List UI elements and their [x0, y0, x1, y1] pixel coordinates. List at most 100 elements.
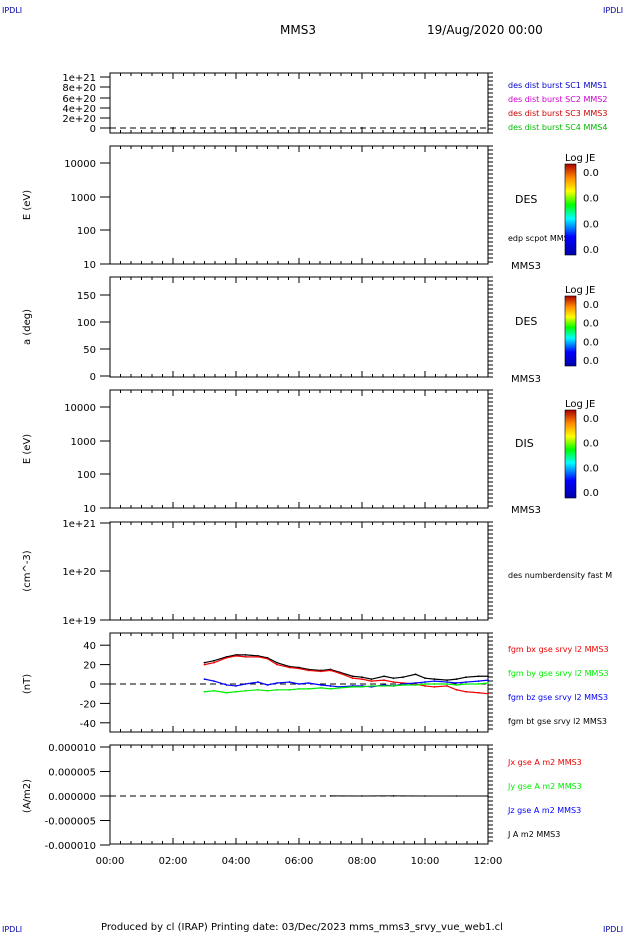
data-point: [351, 686, 354, 688]
data-point: [455, 684, 458, 686]
data-point: [276, 688, 278, 691]
p1-legend-entry: des dist burst SC1 MMS1: [508, 81, 607, 90]
panel-5: [109, 521, 493, 621]
p2-colorbar-tick: 0.0: [583, 194, 599, 205]
corner-mark-tl: IPDLI: [2, 6, 22, 15]
p4-tick-label: 100: [77, 470, 96, 481]
data-point: [320, 684, 322, 686]
data-point: [257, 681, 259, 683]
data-point: [477, 680, 480, 682]
p6-ylabel: (nT): [22, 674, 33, 694]
panel-7: [109, 744, 493, 845]
p7-legend-entry: Jx gse A m2 MMS3: [507, 758, 582, 767]
data-point: [455, 795, 458, 797]
data-point: [446, 679, 448, 682]
data-point: [266, 689, 269, 692]
data-point: [487, 795, 489, 797]
corner-mark-tr: IPDLI: [603, 6, 623, 15]
p3-side-label: DES: [515, 315, 537, 328]
data-point: [477, 675, 480, 678]
p2-annotation: edp scpot MMS3: [508, 234, 574, 243]
p6-legend-entry: fgm bz gse srvy l2 MMS3: [508, 693, 608, 702]
p6-tick-label: 20: [83, 661, 96, 672]
p4-colorbar-tick: 0.0: [583, 463, 599, 474]
data-point: [244, 683, 247, 685]
panel-6: [109, 632, 493, 733]
data-point: [433, 678, 436, 681]
p3-tick-label: 0: [90, 372, 96, 383]
footer-credits: Produced by cl (IRAP) Printing date: 03/…: [101, 922, 503, 933]
corner-mark-bl: IPDLI: [2, 925, 22, 934]
data-point: [424, 683, 426, 685]
p2-colorbar-title: Log JE: [565, 153, 595, 164]
p4-colorbar-tick: 0.0: [583, 414, 599, 425]
p2-tick-label: 1000: [71, 193, 96, 204]
data-point: [213, 680, 215, 682]
p7-ylabel: (A/m2): [22, 779, 33, 813]
p3-colorbar: [564, 295, 577, 367]
data-point: [329, 685, 332, 687]
p7-tick-label: 0.000010: [48, 743, 96, 754]
panel-frame: [109, 389, 489, 509]
p3-tick-label: 50: [83, 345, 96, 356]
p1-tick-label: 4e+20: [62, 104, 96, 115]
data-point: [213, 659, 215, 662]
data-point: [298, 687, 300, 690]
data-point: [288, 666, 291, 669]
data-point: [320, 686, 322, 689]
p1-legend-entry: des dist burst SC3 MMS3: [508, 109, 607, 118]
time-tick-label: 10:00: [411, 856, 440, 867]
data-point: [446, 683, 448, 685]
p4-tick-label: 1000: [71, 437, 96, 448]
data-point: [276, 661, 278, 664]
data-point: [383, 685, 385, 687]
data-point: [370, 678, 373, 681]
p6-tick-label: -20: [80, 699, 96, 710]
data-point: [329, 687, 332, 690]
p3-colorbar-tick: 0.0: [583, 319, 599, 330]
p3-colorbar-tick: 0.0: [583, 337, 599, 348]
p1-tick-label: 8e+20: [62, 83, 96, 94]
p7-tick-label: 0.000005: [48, 768, 96, 779]
data-point: [487, 675, 489, 678]
data-point: [487, 679, 489, 682]
p2-tick-label: 10000: [64, 159, 96, 170]
data-point: [329, 669, 332, 672]
data-point: [213, 689, 215, 692]
p1-tick-label: 0: [90, 124, 96, 135]
p4-colorbar-tick: 0.0: [583, 439, 599, 450]
p2-ylabel: E (eV): [22, 190, 33, 220]
data-point: [383, 679, 385, 682]
p3-sc-label: MMS3: [511, 374, 541, 385]
data-point: [266, 657, 269, 660]
data-point: [370, 685, 373, 687]
time-tick-label: 12:00: [474, 856, 503, 867]
data-point: [307, 669, 310, 672]
data-point: [361, 686, 363, 688]
data-point: [203, 663, 206, 666]
p3-colorbar-tick: 0.0: [583, 356, 599, 367]
data-point: [203, 678, 206, 681]
data-point: [465, 676, 467, 679]
data-point: [392, 677, 395, 680]
panel-frame: [109, 521, 489, 621]
data-point: [477, 691, 480, 694]
data-point: [257, 688, 259, 691]
p5-ylabel: (cm^-3): [22, 550, 33, 591]
p7-tick-label: 0.000000: [48, 792, 96, 803]
data-point: [244, 689, 247, 692]
p7-tick-label: -0.000005: [45, 817, 96, 828]
p7-legend-entry: Jy gse A m2 MMS3: [507, 782, 582, 791]
data-point: [266, 684, 269, 686]
p6-tick-label: -40: [80, 719, 96, 730]
p2-colorbar-tick: 0.0: [583, 219, 599, 230]
series-line: [204, 654, 488, 681]
data-point: [203, 661, 206, 664]
data-point: [424, 677, 426, 680]
corner-mark-br: IPDLI: [603, 925, 623, 934]
data-point: [361, 676, 363, 679]
p2-colorbar: [564, 163, 577, 256]
panel-frame: [109, 72, 489, 134]
data-point: [402, 684, 404, 686]
